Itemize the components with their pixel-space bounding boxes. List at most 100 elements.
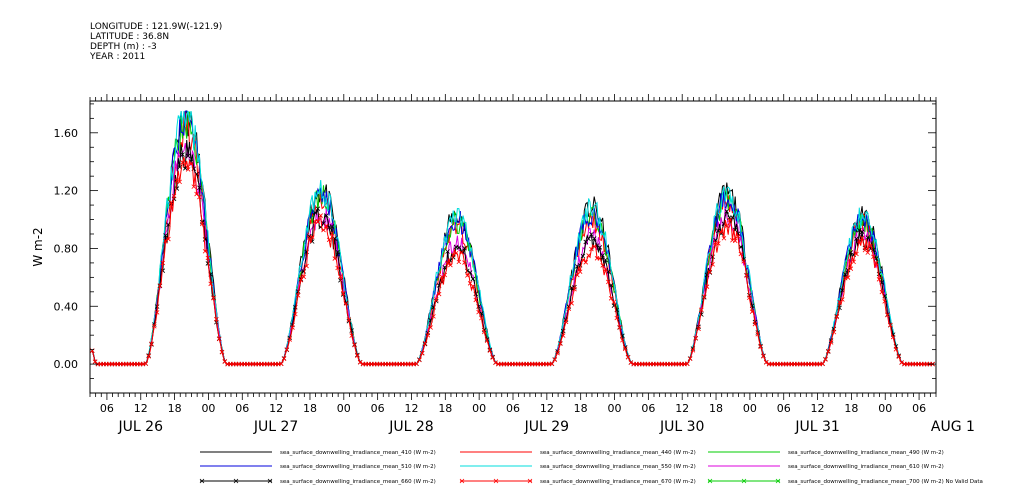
series-marker-7 — [157, 283, 163, 288]
series-marker-6 — [202, 237, 208, 242]
legend-marker — [741, 478, 747, 484]
x-hour-tick-label: 12 — [675, 402, 689, 415]
series-marker-6 — [589, 231, 594, 237]
series-marker-7 — [453, 250, 459, 256]
series-marker-7 — [301, 274, 307, 280]
legend-marker — [775, 478, 781, 484]
series-marker-6 — [845, 267, 851, 273]
series-marker-7 — [896, 354, 902, 360]
series-marker-7 — [349, 333, 354, 338]
x-day-label: JUL 29 — [524, 419, 569, 435]
series-line-5 — [91, 143, 934, 365]
series-marker-7 — [439, 274, 445, 280]
series-marker-6 — [470, 276, 476, 282]
legend-marker — [233, 478, 239, 484]
series-marker-7 — [684, 361, 690, 367]
series-marker-7 — [893, 346, 899, 352]
series-marker-6 — [324, 213, 329, 218]
series-marker-6 — [462, 245, 467, 251]
y-tick-label: 0.40 — [54, 300, 79, 313]
series-marker-7 — [174, 178, 180, 183]
series-marker-7 — [549, 361, 555, 367]
series-marker-7 — [465, 273, 470, 278]
x-hour-tick-label: 12 — [134, 402, 148, 415]
series-marker-7 — [560, 333, 566, 338]
series-marker-7 — [713, 240, 718, 245]
legend-marker — [199, 478, 205, 484]
series-marker-7 — [295, 293, 301, 298]
series-marker-6 — [312, 210, 318, 215]
series-marker-7 — [882, 299, 887, 304]
series-marker-6 — [160, 268, 166, 273]
series-marker-7 — [707, 269, 713, 275]
series-marker-7 — [177, 179, 182, 185]
series-marker-7 — [290, 325, 295, 330]
series-marker-7 — [724, 223, 730, 229]
series-marker-6 — [329, 224, 335, 229]
series-marker-7 — [885, 312, 890, 318]
series-marker-7 — [555, 350, 560, 356]
x-day-label: JUL 27 — [253, 419, 298, 435]
series-marker-7 — [854, 251, 859, 257]
series-marker-7 — [343, 301, 349, 306]
series-marker-7 — [332, 256, 338, 261]
series-marker-7 — [419, 350, 425, 356]
series-marker-7 — [324, 223, 329, 229]
legend-marker — [459, 478, 465, 484]
series-marker-7 — [625, 354, 631, 360]
x-hour-tick-label: 18 — [438, 402, 452, 415]
series-marker-7 — [436, 291, 442, 297]
series-marker-7 — [600, 263, 605, 268]
series-marker-7 — [357, 360, 363, 365]
series-marker-7 — [577, 269, 583, 274]
x-hour-tick-label: 00 — [743, 402, 757, 415]
legend-marker — [267, 478, 273, 484]
series-marker-7 — [693, 335, 699, 341]
series-marker-7 — [479, 315, 484, 321]
series-marker-7 — [338, 274, 343, 279]
series-marker-7 — [481, 329, 487, 335]
x-hour-tick-label: 18 — [168, 402, 182, 415]
series-marker-7 — [428, 325, 433, 330]
y-tick-label: 0.00 — [54, 358, 79, 371]
series-marker-7 — [608, 296, 614, 301]
x-hour-tick-label: 06 — [506, 402, 520, 415]
series-marker-6 — [865, 235, 871, 240]
series-marker-7 — [326, 237, 332, 243]
axes-layer: 06 12 18 00 06 12 18 00 06 12 18 00 06 12 18 00 06 12 18 00… — [31, 94, 975, 435]
series-marker-7 — [168, 200, 174, 205]
longitude-label: LONGITUDE : 121.9W(-121.9) — [90, 22, 223, 32]
x-hour-tick-label: 06 — [235, 402, 249, 415]
x-hour-tick-label: 06 — [912, 402, 926, 415]
series-marker-7 — [825, 348, 831, 354]
y-tick-label: 0.80 — [54, 242, 79, 255]
series-marker-6 — [569, 285, 574, 291]
x-day-label: JUL 31 — [794, 419, 839, 435]
plot-frame — [89, 100, 937, 394]
series-marker-7 — [727, 217, 732, 223]
series-marker-7 — [490, 355, 495, 360]
series-marker-7 — [462, 260, 467, 265]
x-hour-tick-label: 00 — [472, 402, 486, 415]
series-marker-7 — [687, 356, 693, 362]
x-day-label: AUG 1 — [931, 419, 975, 435]
series-marker-6 — [876, 271, 882, 277]
series-marker-7 — [459, 250, 464, 255]
series-marker-7 — [761, 354, 766, 359]
series-marker-7 — [188, 161, 194, 167]
series-marker-7 — [840, 297, 845, 302]
series-marker-7 — [704, 284, 710, 289]
x-hour-tick-label: 06 — [777, 402, 791, 415]
series-marker-7 — [456, 259, 462, 265]
series-marker-7 — [335, 265, 340, 271]
legend-entry-label: sea_surface_downwelling_irradiance_mean_… — [280, 479, 436, 485]
series-marker-7 — [572, 286, 577, 292]
series-marker-7 — [417, 357, 422, 363]
legend-entry-label: sea_surface_downwelling_irradiance_mean_… — [788, 450, 944, 456]
series-marker-7 — [586, 253, 591, 258]
series-marker-7 — [309, 234, 315, 240]
series-marker-6 — [163, 233, 168, 238]
series-marker-7 — [487, 348, 493, 353]
series-marker-7 — [476, 309, 481, 315]
series-marker-7 — [747, 295, 752, 301]
